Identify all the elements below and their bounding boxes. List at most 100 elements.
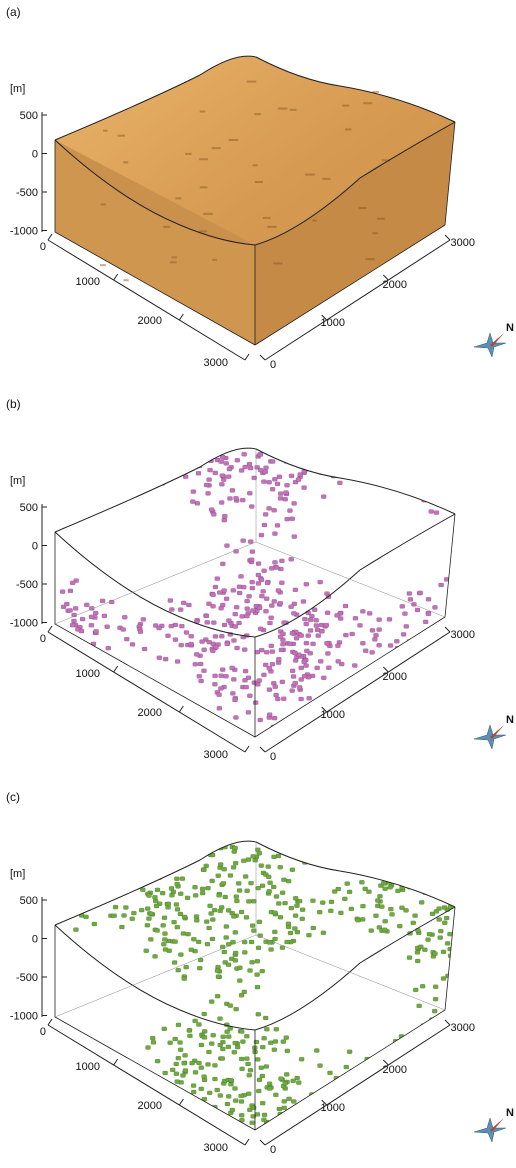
point (226, 1045, 231, 1049)
point (251, 899, 256, 903)
point (205, 620, 210, 624)
point (210, 879, 215, 883)
point (255, 650, 260, 654)
point (447, 482, 452, 486)
point (446, 1045, 451, 1049)
point (141, 617, 146, 621)
point (163, 657, 168, 661)
point (125, 1068, 130, 1072)
point (249, 558, 254, 562)
point (272, 560, 277, 564)
texture (372, 232, 378, 234)
point (268, 1041, 273, 1045)
point (96, 470, 101, 474)
point (119, 885, 124, 889)
point (202, 648, 207, 652)
point (417, 1004, 422, 1008)
point (426, 938, 431, 942)
point (261, 1118, 266, 1122)
point (220, 603, 225, 607)
point (437, 917, 442, 921)
point (242, 648, 247, 652)
point (335, 644, 340, 648)
point (280, 453, 285, 457)
point (343, 633, 348, 637)
z-tick-label: -500 (16, 972, 38, 984)
point (224, 935, 229, 939)
point (246, 1092, 251, 1096)
texture (342, 105, 349, 107)
texture (273, 262, 282, 264)
point (148, 937, 153, 941)
point (71, 868, 76, 872)
point (213, 674, 218, 678)
point (226, 908, 231, 912)
texture (199, 158, 208, 160)
point (187, 1028, 192, 1032)
point (448, 1111, 453, 1115)
point (145, 907, 150, 911)
point (289, 605, 294, 609)
point (242, 950, 247, 954)
point (183, 1053, 188, 1057)
point (167, 466, 172, 470)
point (133, 1095, 138, 1099)
point (370, 650, 375, 654)
point (178, 608, 183, 612)
point (102, 486, 107, 490)
point (94, 629, 99, 633)
point (190, 500, 195, 504)
point (237, 979, 242, 983)
point (418, 641, 423, 645)
point (369, 929, 374, 933)
point (212, 1063, 217, 1067)
point (275, 523, 280, 527)
point (285, 1122, 290, 1126)
point (266, 865, 271, 869)
point (450, 1113, 455, 1117)
point (232, 1087, 237, 1091)
point (284, 490, 289, 494)
point (267, 889, 272, 893)
point (316, 461, 321, 465)
point (80, 901, 85, 905)
point (239, 1100, 244, 1104)
point (208, 904, 213, 908)
texture (175, 197, 181, 199)
point (358, 623, 363, 627)
point (262, 1113, 267, 1117)
z-tick-label: -1000 (10, 226, 38, 238)
point (335, 613, 340, 617)
point (272, 911, 277, 915)
point (350, 632, 355, 636)
point (447, 868, 452, 872)
texture (312, 220, 316, 222)
point (210, 649, 215, 653)
point (183, 453, 188, 457)
point (62, 659, 67, 663)
point (233, 1041, 238, 1045)
point (89, 615, 94, 619)
point (68, 608, 73, 612)
point (329, 900, 334, 904)
point (220, 562, 225, 566)
point (203, 1105, 208, 1109)
point (297, 685, 302, 689)
point (304, 1100, 309, 1104)
point (375, 1112, 380, 1116)
texture (267, 226, 276, 228)
point (207, 926, 212, 930)
point (286, 879, 291, 883)
point (218, 686, 223, 690)
point (380, 1110, 385, 1114)
point (256, 1012, 261, 1016)
point (445, 615, 450, 619)
point (149, 912, 154, 916)
point (241, 585, 246, 589)
point (404, 908, 409, 912)
point (380, 479, 385, 483)
point (99, 883, 104, 887)
point (344, 1065, 349, 1069)
point (222, 623, 227, 627)
point (217, 693, 222, 697)
